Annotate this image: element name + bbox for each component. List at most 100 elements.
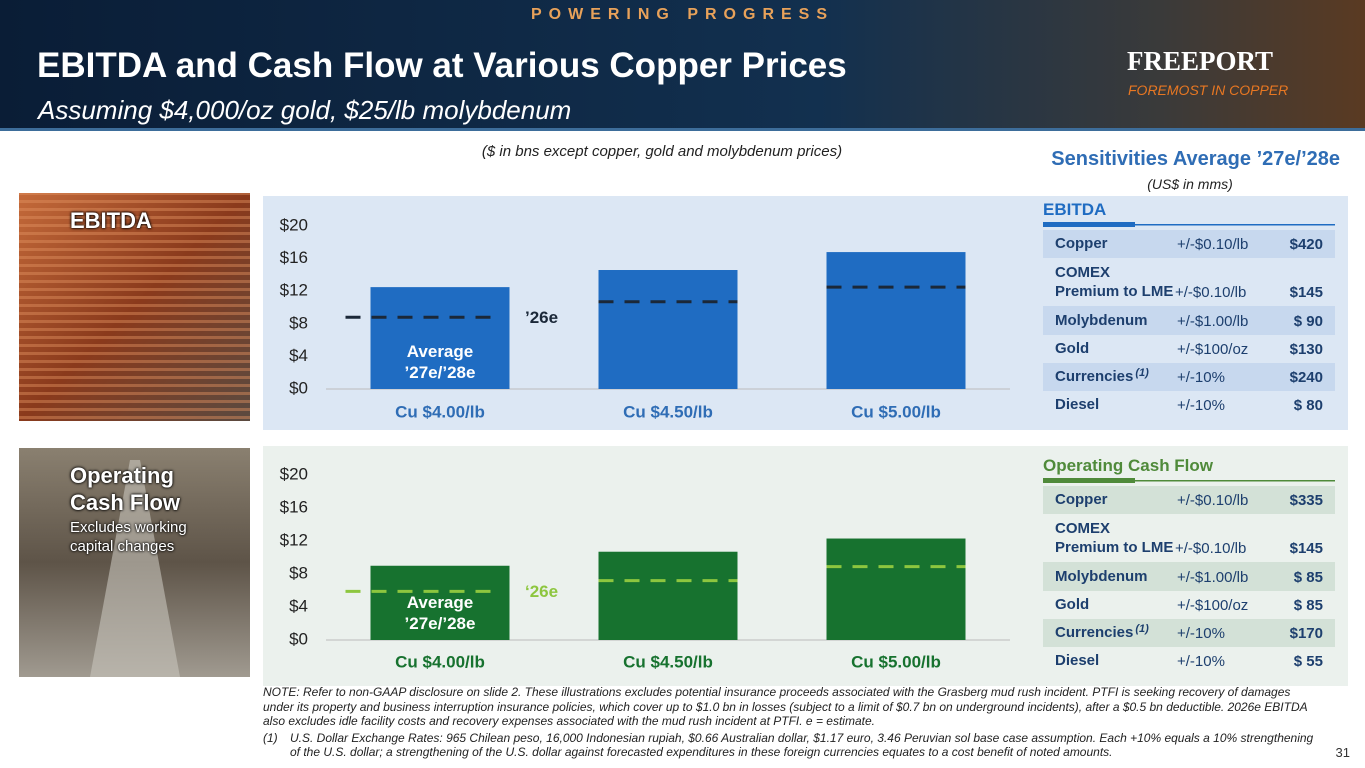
series-label: Average ’27e/’28e <box>404 593 476 633</box>
x-tick-label: Cu $5.00/lb <box>851 402 941 421</box>
footnote-row: (1) U.S. Dollar Exchange Rates: 965 Chil… <box>263 731 1323 760</box>
table-title: Operating Cash Flow <box>1043 456 1214 475</box>
row-item: Diesel <box>1055 651 1177 670</box>
row-change: +/-$100/oz <box>1177 597 1249 614</box>
row-item-text: Currencies <box>1055 624 1134 641</box>
row-change: +/-10% <box>1177 653 1225 670</box>
notes: NOTE: Refer to non-GAAP disclosure on sl… <box>263 685 1323 760</box>
row-value: $ 85 <box>1293 597 1323 614</box>
sensitivities-units: (US$ in mms) <box>1147 176 1233 192</box>
table-row: Gold +/-$100/oz $130 <box>1043 335 1335 363</box>
row-change: +/-$0.10/lb <box>1175 284 1247 301</box>
row-value: $240 <box>1289 369 1323 386</box>
y-tick-label: $20 <box>280 464 308 483</box>
row-item: Copper <box>1055 490 1177 509</box>
row-item: Currencies (1) <box>1055 364 1177 386</box>
row-item-text: Copper <box>1055 491 1108 508</box>
series-label: ’26e <box>525 308 558 327</box>
y-tick-label: $20 <box>280 215 308 234</box>
row-change: +/-10% <box>1177 397 1225 414</box>
y-tick-label: $8 <box>289 563 308 582</box>
table-row: Gold +/-$100/oz $ 85 <box>1043 591 1335 619</box>
x-tick-label: Cu $4.00/lb <box>395 652 485 671</box>
table-rule <box>1043 224 1335 226</box>
series-label: ‘26e <box>525 582 558 601</box>
row-value: $ 80 <box>1293 397 1323 414</box>
table-row: Molybdenum +/-$1.00/lb $ 90 <box>1043 306 1335 335</box>
row-value: $ 55 <box>1293 653 1323 670</box>
x-tick-label: Cu $5.00/lb <box>851 652 941 671</box>
header-band <box>0 0 1365 130</box>
row-item: Diesel <box>1055 395 1177 414</box>
units-note: ($ in bns except copper, gold and molybd… <box>481 143 843 160</box>
row-item: Copper <box>1055 234 1177 253</box>
row-item-text: Gold <box>1055 596 1090 613</box>
y-tick-label: $4 <box>289 346 308 365</box>
y-tick-label: $0 <box>289 378 308 397</box>
table-row: Diesel +/-10% $ 80 <box>1043 391 1335 419</box>
table-row: Currencies (1) +/-10% $170 <box>1043 619 1335 647</box>
bar <box>370 565 510 640</box>
bar <box>370 287 510 389</box>
note: NOTE: Refer to non-GAAP disclosure on sl… <box>263 685 1308 728</box>
row-change: +/-10% <box>1177 625 1225 642</box>
row-value: $145 <box>1289 284 1323 301</box>
header-rule <box>0 128 1365 131</box>
row-item: COMEX Premium to LME <box>1055 519 1175 557</box>
row-item-text: COMEX Premium to LME <box>1055 520 1174 556</box>
row-item-text: Copper <box>1055 235 1108 252</box>
row-value: $420 <box>1289 236 1323 253</box>
row-value: $170 <box>1289 625 1323 642</box>
row-item-text: Currencies <box>1055 368 1134 385</box>
row-value: $335 <box>1289 492 1323 509</box>
logo-tagline: FOREMOST IN COPPER <box>1128 82 1289 98</box>
row-value: $ 85 <box>1293 569 1323 586</box>
row-ref: (1) <box>1135 623 1149 635</box>
page-number: 31 <box>1335 745 1350 760</box>
y-tick-label: $16 <box>280 248 308 267</box>
row-value: $130 <box>1289 341 1323 358</box>
x-tick-label: Cu $4.00/lb <box>395 402 485 421</box>
row-item-text: Diesel <box>1055 396 1100 413</box>
table-row: Copper +/-$0.10/lb $420 <box>1043 230 1335 258</box>
x-tick-label: Cu $4.50/lb <box>623 652 713 671</box>
row-item: Gold <box>1055 595 1177 614</box>
copper-image-detail <box>19 193 250 421</box>
row-item: COMEX Premium to LME <box>1055 263 1175 301</box>
row-item: Currencies (1) <box>1055 620 1177 642</box>
y-tick-label: $8 <box>289 313 308 332</box>
table-rule <box>1043 480 1335 482</box>
row-value: $145 <box>1289 540 1323 557</box>
row-item-text: Molybdenum <box>1055 568 1148 585</box>
row-item-text: COMEX Premium to LME <box>1055 264 1174 300</box>
bar <box>826 538 966 640</box>
sensitivities-title: Sensitivities Average ’27e/’28e <box>1051 148 1340 170</box>
row-item-text: Molybdenum <box>1055 312 1148 329</box>
title: EBITDA and Cash Flow at Various Copper P… <box>37 46 847 85</box>
y-tick-label: $12 <box>280 530 308 549</box>
row-change: +/-$0.10/lb <box>1177 236 1249 253</box>
y-tick-label: $0 <box>289 629 308 648</box>
row-change: +/-$1.00/lb <box>1177 313 1249 330</box>
row-value: $ 90 <box>1293 313 1323 330</box>
x-tick-label: Cu $4.50/lb <box>623 402 713 421</box>
row-item-text: Gold <box>1055 340 1090 357</box>
table-row: Diesel +/-10% $ 55 <box>1043 647 1335 675</box>
y-tick-label: $16 <box>280 497 308 516</box>
image-title: Operating Cash Flow <box>70 463 181 515</box>
row-change: +/-$1.00/lb <box>1177 569 1249 586</box>
y-tick-label: $4 <box>289 596 308 615</box>
table-row: COMEX Premium to LME +/-$0.10/lb $145 <box>1043 514 1335 562</box>
row-item-text: Diesel <box>1055 652 1100 669</box>
table-row: Copper +/-$0.10/lb $335 <box>1043 486 1335 514</box>
tagline: POWERING PROGRESS <box>530 6 835 23</box>
image-label: Operating Cash Flow Excludes working capi… <box>70 462 210 556</box>
row-ref: (1) <box>1135 367 1149 379</box>
footnote: U.S. Dollar Exchange Rates: 965 Chilean … <box>290 730 1314 760</box>
bar <box>598 551 738 640</box>
y-tick-label: $12 <box>280 281 308 300</box>
row-change: +/-$100/oz <box>1177 341 1249 358</box>
footnote-marker: (1) <box>263 730 278 745</box>
